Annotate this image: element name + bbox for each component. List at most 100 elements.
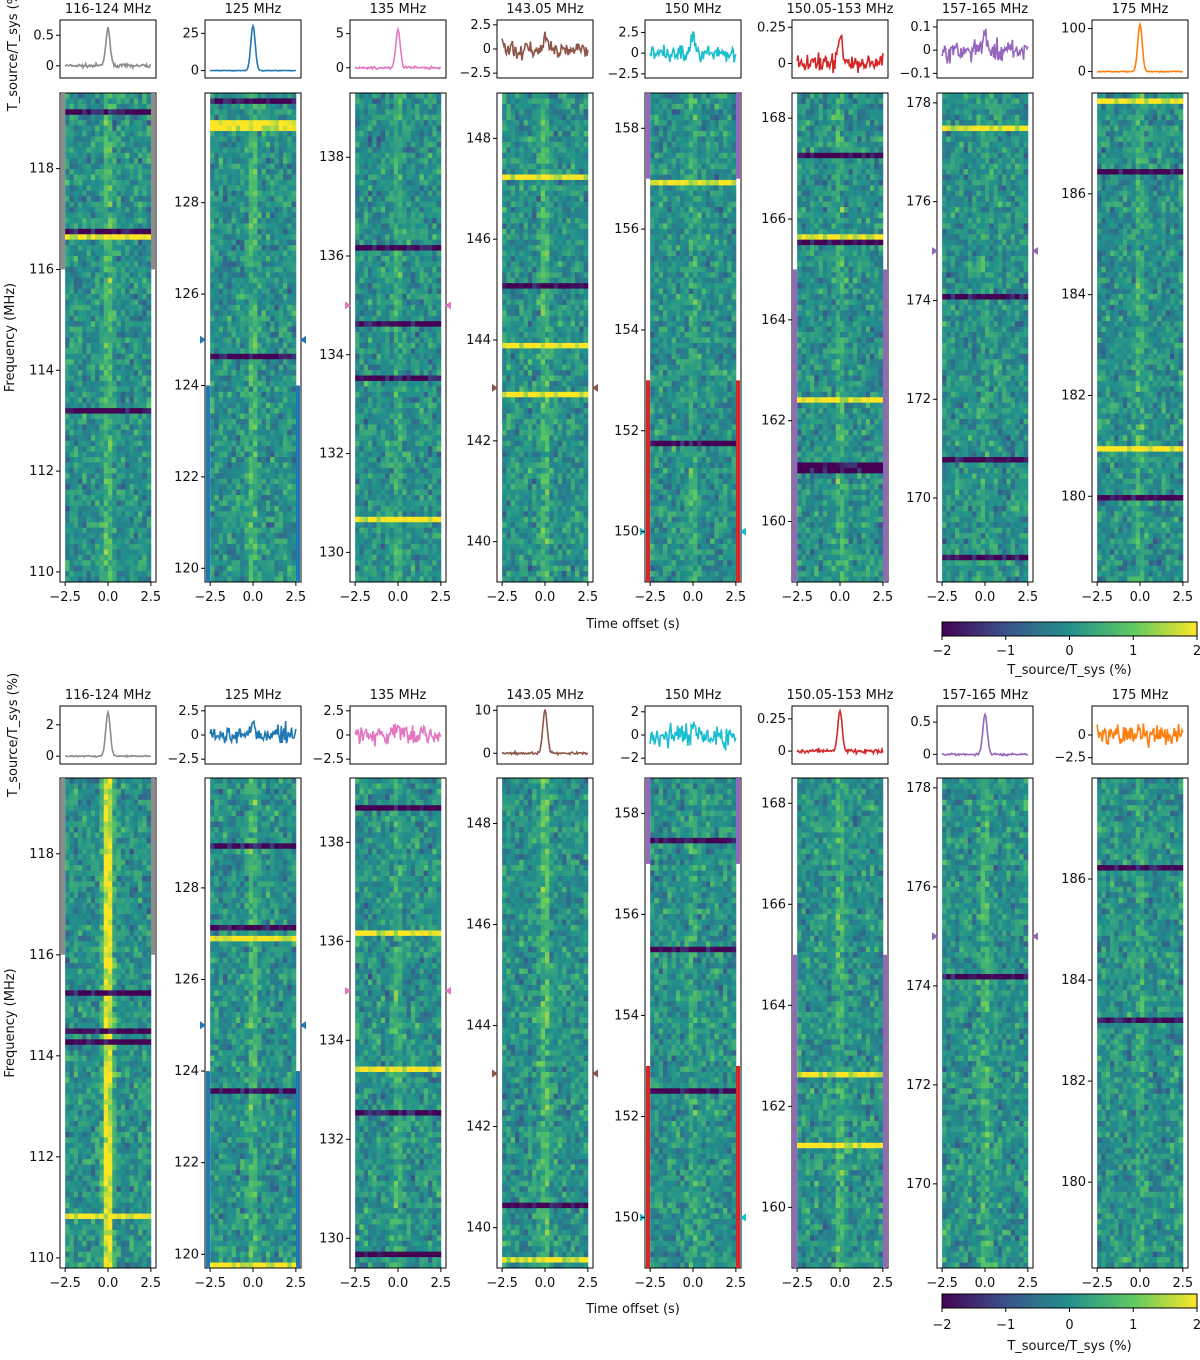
- time-tick-label: 0.0: [975, 590, 996, 605]
- frequency-tick-label: 140: [466, 535, 491, 550]
- frequency-tick-label: 178: [906, 96, 931, 111]
- time-tick-label: 2.5: [141, 1276, 162, 1291]
- frequency-tick-label: 152: [614, 424, 639, 439]
- time-tick-label: −2.5: [339, 590, 371, 605]
- profile-tick-label: 0: [483, 42, 491, 57]
- subplot-title: 143.05 MHz: [506, 2, 584, 17]
- time-tick-label: 2.5: [1018, 1276, 1039, 1291]
- time-tick-label: 0.0: [535, 1276, 556, 1291]
- dynamic-spectrum: [1097, 778, 1183, 1268]
- frequency-tick-label: 148: [466, 131, 491, 146]
- profile-tick-label: 0: [46, 749, 54, 764]
- colorbar-tick-label: −2: [932, 1318, 951, 1333]
- band-edge-bar: [736, 93, 740, 179]
- frequency-tick-label: 126: [174, 972, 199, 987]
- frequency-tick-label: 152: [614, 1109, 639, 1124]
- profile-tick-label: 0: [1078, 728, 1086, 743]
- subplot-title: 116-124 MHz: [65, 2, 151, 17]
- subplot-title: 175 MHz: [1112, 2, 1169, 17]
- frequency-tick-label: 114: [29, 1049, 54, 1064]
- frequency-tick-label: 180: [1061, 489, 1086, 504]
- frequency-tick-label: 166: [761, 897, 786, 912]
- time-tick-label: −2.5: [194, 1276, 226, 1291]
- frequency-tick-label: 120: [174, 561, 199, 576]
- frequency-tick-label: 144: [466, 333, 491, 348]
- time-tick-label: 0.0: [388, 1276, 409, 1291]
- frequency-tick-label: 182: [1061, 388, 1086, 403]
- frequency-tick-label: 140: [466, 1221, 491, 1236]
- time-tick-label: 2.5: [1018, 590, 1039, 605]
- band-edge-bar: [296, 1071, 300, 1268]
- profile-tick-label: −2: [620, 751, 639, 766]
- frequency-tick-label: 136: [319, 934, 344, 949]
- time-tick-label: 2.5: [431, 590, 452, 605]
- frequency-tick-label: 174: [906, 979, 931, 994]
- profile-tick-label: 2.5: [323, 704, 344, 719]
- profile-tick-label: 0: [631, 728, 639, 743]
- time-tick-label: 0.0: [683, 590, 704, 605]
- frequency-tick-label: 130: [319, 1231, 344, 1246]
- dynamic-spectrum: [210, 778, 296, 1268]
- frequency-tick-label: 114: [29, 363, 54, 378]
- profile-tick-label: −2.5: [1054, 751, 1086, 766]
- time-tick-label: −2.5: [486, 590, 518, 605]
- colorbar-tick-label: 0: [1065, 644, 1073, 659]
- subplot-title: 150 MHz: [665, 2, 722, 17]
- colorbar-label: T_source/T_sys (%): [1006, 1339, 1131, 1354]
- profile-axes: [1092, 20, 1188, 78]
- band-edge-bar: [646, 778, 650, 864]
- dynamic-spectrum: [502, 93, 588, 582]
- subplot-title: 125 MHz: [225, 2, 282, 17]
- time-tick-label: 0.0: [683, 1276, 704, 1291]
- colorbar-tick-label: −1: [996, 644, 1015, 659]
- frequency-tick-label: 186: [1061, 872, 1086, 887]
- frequency-tick-label: 118: [29, 162, 54, 177]
- profile-tick-label: 0: [336, 61, 344, 76]
- profile-tick-label: 0.5: [910, 715, 931, 730]
- frequency-tick-label: 130: [319, 545, 344, 560]
- dynamic-spectrum: [797, 93, 883, 582]
- time-tick-label: −2.5: [781, 1276, 813, 1291]
- subplot-title: 135 MHz: [370, 2, 427, 17]
- frequency-tick-label: 132: [319, 1132, 344, 1147]
- time-tick-label: 0.0: [830, 1276, 851, 1291]
- profile-axes: [497, 20, 593, 78]
- colorbar: [942, 622, 1197, 636]
- profile-tick-label: −2.5: [167, 752, 199, 767]
- dynamic-spectrum: [355, 778, 441, 1268]
- time-tick-label: −2.5: [926, 1276, 958, 1291]
- colorbar-tick-label: 1: [1129, 644, 1137, 659]
- time-tick-label: 0.0: [388, 590, 409, 605]
- band-edge-bar: [646, 380, 650, 582]
- frequency-tick-label: 120: [174, 1247, 199, 1262]
- time-tick-label: −2.5: [486, 1276, 518, 1291]
- band-edge-bar: [206, 1071, 210, 1268]
- frequency-tick-label: 142: [466, 1120, 491, 1135]
- profile-tick-label: 0.1: [910, 20, 931, 35]
- time-tick-label: −2.5: [49, 1276, 81, 1291]
- frequency-tick-label: 168: [761, 796, 786, 811]
- frequency-tick-label: 164: [761, 313, 786, 328]
- frequency-tick-label: 134: [319, 1033, 344, 1048]
- subplot-title: 150.05-153 MHz: [787, 688, 894, 703]
- profile-tick-label: 0: [923, 747, 931, 762]
- time-tick-label: −2.5: [49, 590, 81, 605]
- band-edge-bar: [151, 93, 155, 269]
- band-edge-bar: [883, 955, 887, 1268]
- band-edge-bar: [296, 385, 300, 582]
- profile-tick-label: −0.1: [899, 66, 931, 81]
- frequency-tick-label: 116: [29, 262, 54, 277]
- time-tick-label: −2.5: [926, 590, 958, 605]
- frequency-tick-label: 128: [174, 196, 199, 211]
- band-edge-bar: [736, 778, 740, 864]
- time-tick-label: 0.0: [98, 1276, 119, 1291]
- time-tick-label: 2.5: [726, 590, 747, 605]
- time-tick-label: 2.5: [873, 1276, 894, 1291]
- frequency-tick-label: 180: [1061, 1175, 1086, 1190]
- profile-tick-label: 0: [778, 57, 786, 72]
- band-edge-bar: [736, 1066, 740, 1268]
- frequency-tick-label: 176: [906, 880, 931, 895]
- frequency-tick-label: 160: [761, 1200, 786, 1215]
